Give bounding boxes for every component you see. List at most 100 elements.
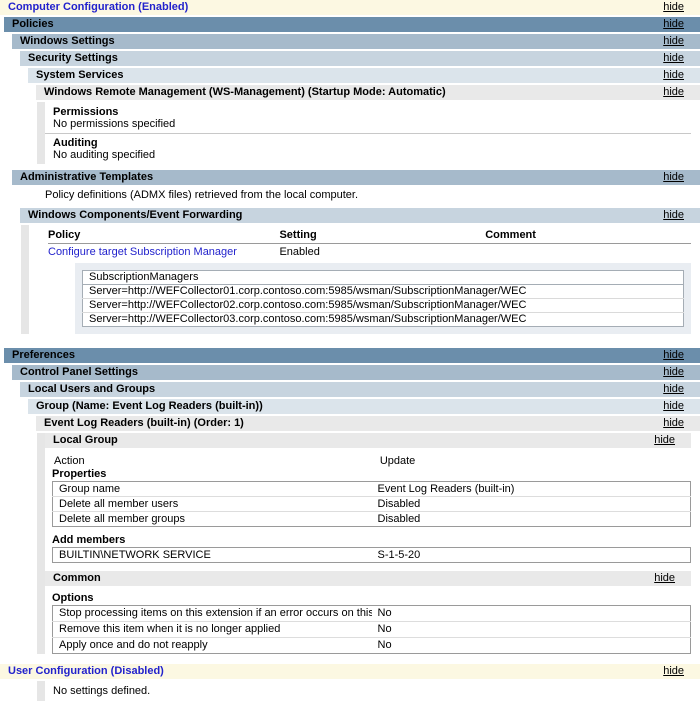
setting-cell: Enabled: [279, 246, 320, 258]
policy-table-header-row: Policy Setting Comment: [48, 228, 691, 244]
auditing-text: No auditing specified: [53, 149, 156, 161]
section-group: Group (Name: Event Log Readers (built-in…: [28, 399, 700, 414]
local-users-and-groups-title: Local Users and Groups: [28, 383, 156, 395]
table-row: Configure target Subscription Manager En…: [48, 244, 691, 261]
action-label: Action: [54, 455, 85, 467]
members-box: BUILTIN\NETWORK SERVICE S-1-5-20: [52, 547, 691, 563]
table-row: Delete all member users Disabled: [52, 496, 691, 512]
option-name: Remove this item when it is no longer ap…: [52, 621, 372, 638]
hide-link[interactable]: hide: [663, 1, 684, 13]
hide-link[interactable]: hide: [663, 366, 684, 378]
property-value: Disabled: [371, 496, 691, 512]
policy-table: Policy Setting Comment Configure target …: [48, 228, 691, 260]
option-value: No: [377, 639, 392, 651]
member-sid: S-1-5-20: [377, 549, 421, 561]
auditing-title: Auditing: [53, 137, 98, 149]
section-winrm-service: Windows Remote Management (WS-Management…: [36, 85, 700, 100]
property-value: Disabled: [377, 513, 421, 525]
action-value: Update: [379, 455, 416, 467]
windows-settings-title: Windows Settings: [20, 35, 115, 47]
option-name: Apply once and do not reapply: [59, 639, 208, 651]
security-settings-title: Security Settings: [28, 52, 118, 64]
control-panel-settings-title: Control Panel Settings: [20, 366, 138, 378]
section-local-group: Local Group hide: [45, 433, 691, 448]
property-name: Group name: [52, 481, 372, 497]
permissions-block: Permissions No permissions specified: [45, 103, 691, 133]
comment-column-header: Comment: [485, 228, 691, 244]
hide-link[interactable]: hide: [663, 69, 684, 81]
server-entry: Server=http://WEFCollector01.corp.contos…: [82, 284, 684, 299]
permissions-title: Permissions: [53, 106, 119, 118]
hide-link[interactable]: hide: [654, 572, 675, 584]
user-configuration-details: No settings defined.: [37, 681, 691, 701]
event-forwarding-title: Windows Components/Event Forwarding: [28, 209, 243, 221]
action-row: Action Update: [52, 455, 691, 468]
common-details: Options Stop processing items on this ex…: [45, 588, 691, 654]
hide-link[interactable]: hide: [663, 35, 684, 47]
group-item-title: Event Log Readers (built-in) (Order: 1): [44, 417, 244, 429]
table-row: BUILTIN\NETWORK SERVICE S-1-5-20: [53, 548, 691, 563]
hide-link[interactable]: hide: [663, 171, 684, 183]
properties-label: Properties: [52, 468, 107, 480]
hide-link[interactable]: hide: [663, 417, 684, 429]
table-row: Action Update: [52, 455, 691, 468]
comment-cell: [485, 244, 691, 261]
section-policies: Policies hide: [4, 17, 700, 32]
table-row: Delete all member groups Disabled: [53, 512, 691, 527]
table-row: Apply once and do not reapply No: [53, 638, 691, 654]
hide-link[interactable]: hide: [663, 52, 684, 64]
policy-cell: Configure target Subscription Manager: [48, 244, 279, 261]
section-group-item: Event Log Readers (built-in) (Order: 1) …: [36, 416, 700, 431]
local-group-details: Action Update Properties Group name Even…: [45, 450, 691, 571]
common-title: Common: [53, 572, 101, 584]
server-entry: Server=http://WEFCollector02.corp.contos…: [82, 298, 684, 313]
event-forwarding-details: Policy Setting Comment Configure target …: [21, 225, 691, 334]
member-name: BUILTIN\NETWORK SERVICE: [59, 549, 211, 561]
section-preferences: Preferences hide: [4, 348, 700, 363]
policy-setting-link[interactable]: Configure target Subscription Manager: [48, 246, 237, 258]
winrm-service-details: Permissions No permissions specified Aud…: [37, 102, 691, 164]
table-row: Group name Event Log Readers (built-in): [52, 481, 691, 497]
property-value: Event Log Readers (built-in): [371, 481, 691, 497]
administrative-templates-title: Administrative Templates: [20, 171, 154, 183]
listbox-header-row: SubscriptionManagers: [82, 270, 684, 285]
hide-link[interactable]: hide: [663, 383, 684, 395]
option-value: No: [371, 621, 691, 638]
table-row: Stop processing items on this extension …: [52, 605, 691, 622]
option-name: Stop processing items on this extension …: [52, 605, 372, 622]
add-members-label: Add members: [52, 534, 126, 546]
hide-link[interactable]: hide: [663, 665, 684, 677]
subscription-managers-container: SubscriptionManagers Server=http://WEFCo…: [75, 263, 691, 334]
local-group-title: Local Group: [53, 434, 118, 446]
list-item: Server=http://WEFCollector03.corp.contos…: [83, 313, 684, 327]
subscription-managers-listbox: SubscriptionManagers Server=http://WEFCo…: [82, 270, 684, 327]
winrm-service-title: Windows Remote Management (WS-Management…: [44, 86, 446, 98]
computer-configuration-title: Computer Configuration (Enabled): [8, 1, 189, 13]
hide-link[interactable]: hide: [663, 18, 684, 30]
group-item-details: Local Group hide Action Update Propertie…: [37, 433, 691, 654]
hide-link[interactable]: hide: [654, 434, 675, 446]
section-event-forwarding: Windows Components/Event Forwarding hide: [20, 208, 700, 223]
hide-link[interactable]: hide: [663, 86, 684, 98]
table-row: Remove this item when it is no longer ap…: [52, 621, 691, 638]
section-common: Common hide: [45, 571, 691, 586]
subscription-managers-label: SubscriptionManagers: [82, 270, 684, 285]
hide-link[interactable]: hide: [663, 209, 684, 221]
hide-link[interactable]: hide: [663, 349, 684, 361]
section-security-settings: Security Settings hide: [20, 51, 700, 66]
hide-link[interactable]: hide: [663, 400, 684, 412]
policy-column-header: Policy: [48, 228, 280, 244]
list-item: Server=http://WEFCollector01.corp.contos…: [82, 284, 684, 299]
option-value: No: [371, 605, 691, 622]
section-control-panel-settings: Control Panel Settings hide: [12, 365, 700, 380]
user-configuration-title: User Configuration (Disabled): [8, 665, 164, 677]
options-box: Stop processing items on this extension …: [52, 605, 691, 654]
permissions-text: No permissions specified: [53, 118, 176, 130]
section-system-services: System Services hide: [28, 68, 700, 83]
section-computer-configuration: Computer Configuration (Enabled) hide: [0, 0, 700, 15]
section-local-users-and-groups: Local Users and Groups hide: [20, 382, 700, 397]
section-windows-settings: Windows Settings hide: [12, 34, 700, 49]
system-services-title: System Services: [36, 69, 124, 81]
property-name: Delete all member users: [52, 496, 372, 512]
server-entry: Server=http://WEFCollector03.corp.contos…: [89, 313, 527, 325]
